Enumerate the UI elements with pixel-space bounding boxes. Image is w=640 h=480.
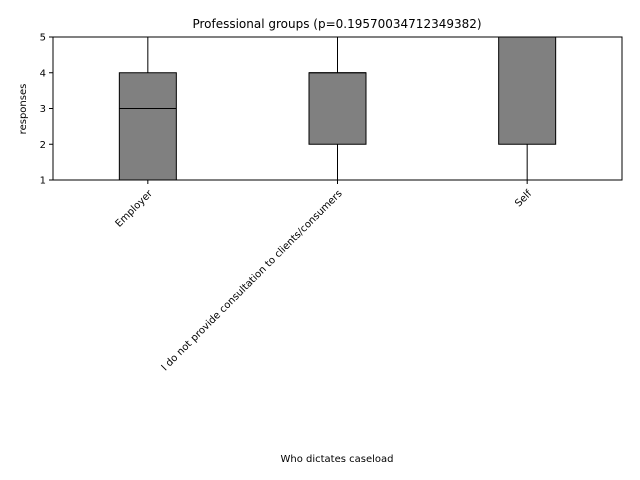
y-tick-label: 3 <box>40 104 46 115</box>
x-tick-label: Employer <box>114 188 156 230</box>
y-tick-label: 2 <box>40 140 46 151</box>
x-axis-label: Who dictates caseload <box>280 454 393 465</box>
y-tick-label: 1 <box>40 176 46 187</box>
y-tick-label: 5 <box>40 33 46 44</box>
y-tick-label: 4 <box>40 68 46 79</box>
x-tick-label: I do not provide consultation to clients… <box>160 188 345 373</box>
box-2 <box>498 36 557 145</box>
y-axis-label: responses <box>18 84 29 135</box>
x-tick-label: Self <box>513 188 534 209</box>
plot-area: 1 2 3 4 5 Employer I do not provide consultati… <box>40 33 623 373</box>
box-1 <box>308 72 367 145</box>
box-0 <box>118 72 177 181</box>
chart-title: Professional groups (p=0.195700347123493… <box>192 17 481 31</box>
